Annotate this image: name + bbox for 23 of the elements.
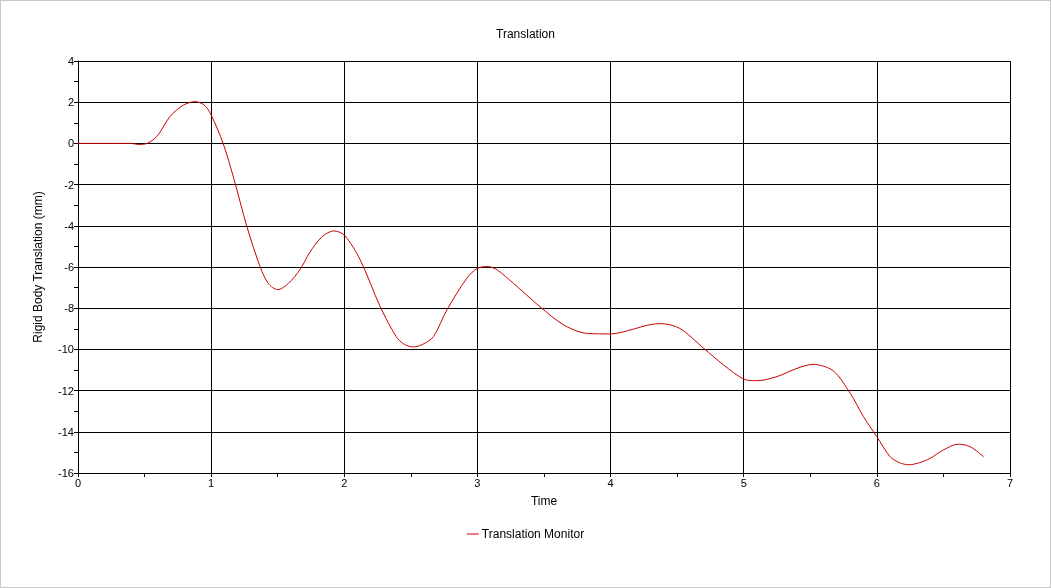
- y-tick-label: -8: [64, 302, 74, 315]
- x-tick-label: 1: [208, 476, 215, 489]
- y-axis-title: Rigid Body Translation (mm): [31, 191, 45, 343]
- x-axis-title: Time: [530, 494, 558, 508]
- x-tick-label: 6: [873, 476, 880, 489]
- y-tick-label: 2: [67, 96, 74, 109]
- x-tick-label: 5: [740, 476, 747, 489]
- line-series: [77, 101, 984, 466]
- x-tick-label: 3: [474, 476, 481, 489]
- x-tick-label: 7: [1006, 476, 1014, 489]
- y-tick-label: -12: [58, 384, 74, 397]
- y-tick-label: -14: [58, 425, 74, 438]
- legend-label: Translation Monitor: [481, 527, 585, 541]
- y-tick-label: 0: [67, 137, 74, 150]
- y-tick-label: -4: [64, 219, 74, 232]
- y-tick-label: 4: [67, 55, 74, 67]
- x-tick-label: 2: [341, 476, 348, 489]
- y-tick-label: -6: [64, 261, 74, 273]
- y-tick-label: -10: [58, 343, 74, 356]
- x-tick-label: 4: [607, 476, 614, 489]
- chart-title: Translation: [496, 27, 555, 41]
- y-tick-label: -16: [58, 467, 74, 479]
- y-tick-label: -2: [64, 178, 74, 191]
